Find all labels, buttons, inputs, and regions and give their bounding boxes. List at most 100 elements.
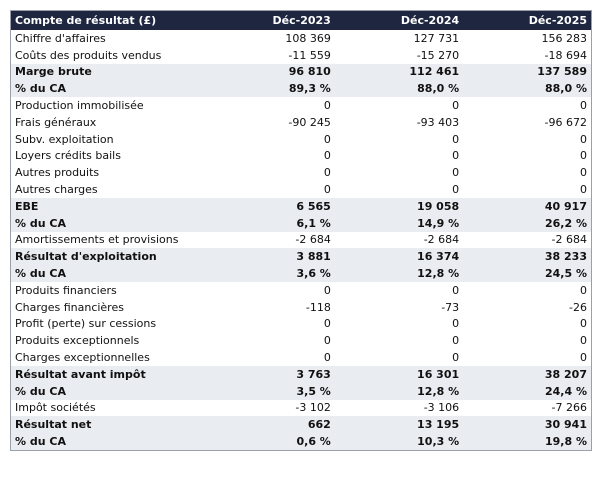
value-cell: -93 403 [416,115,460,129]
row-label: Coûts des produits vendus [15,48,162,62]
value-cell: 0 [323,99,331,113]
value-cell: 0 [452,351,460,365]
value-cell: 0 [452,317,460,331]
table-row: Autres produits 0 0 0 [11,164,592,181]
value-cell: 13 195 [334,416,464,434]
income-statement: Compte de résultat (£) Déc-2023 Déc-2024 Dé… [10,10,592,451]
row-label: % du CA [10,214,207,232]
row-label: Résultat net [10,416,207,434]
row-label: Loyers crédits bails [15,149,121,163]
table-row: Produits financiers 0 0 0 [11,282,592,299]
row-label: Charges financières [15,300,124,314]
value-cell: 3,6 % [206,265,335,282]
table-row: % du CA 3,6 % 12,8 % 24,5 % [10,265,592,282]
row-label: Chiffre d'affaires [15,31,106,45]
value-cell: -26 [569,300,587,314]
row-label: Profit (perte) sur cessions [15,317,157,331]
value-cell: 137 589 [463,63,592,81]
value-cell: 0 [580,149,587,163]
value-cell: 0 [323,166,331,180]
value-cell: 0 [580,183,587,197]
value-cell: 0 [323,317,331,331]
table-row: Résultat d'exploitation 3 881 16 374 38 233 [10,248,592,266]
row-label: Produits financiers [15,283,117,297]
row-label: EBE [10,197,207,215]
table-row: Amortissements et provisions -2 684 -2 684… [11,232,592,249]
value-cell: 14,9 % [334,214,464,232]
table-row: Produits exceptionnels 0 0 0 [11,332,592,349]
value-cell: -11 559 [288,48,331,62]
row-label: Autres charges [15,183,98,197]
value-cell: -15 270 [416,48,460,62]
value-cell: -96 672 [544,115,587,129]
row-label: % du CA [10,382,207,400]
value-cell: 30 941 [463,416,592,434]
table-row: % du CA 0,6 % 10,3 % 19,8 % [10,433,592,451]
table-container: Compte de résultat (£) Déc-2023 Déc-2024 Dé… [10,10,592,451]
header-cell: Compte de résultat (£) [10,10,207,30]
value-cell: -118 [305,300,331,314]
table-row: Production immobilisée 0 0 0 [11,97,592,114]
value-cell: 127 731 [413,31,460,45]
value-cell: -3 102 [295,401,331,415]
table-row: % du CA 89,3 % 88,0 % 88,0 % [10,80,592,98]
value-cell: 0 [323,149,331,163]
value-cell: 26,2 % [463,214,592,232]
value-cell: 89,3 % [206,80,335,98]
value-cell: 0 [323,351,331,365]
value-cell: 6 565 [206,197,335,215]
value-cell: 0 [323,334,331,348]
value-cell: 16 374 [334,248,464,266]
value-cell: 0 [452,99,460,113]
table-row: Charges financières -118 -73 -26 [11,299,592,316]
table-row: Coûts des produits vendus -11 559 -15 270 -… [11,47,592,64]
value-cell: 662 [206,416,335,434]
table-row: % du CA 3,5 % 12,8 % 24,4 % [10,382,592,400]
header-cell: Déc-2023 [206,10,335,30]
row-label: Produits exceptionnels [15,334,140,348]
value-cell: 0,6 % [206,433,335,451]
value-cell: 6,1 % [206,214,335,232]
value-cell: 0 [580,334,587,348]
row-label: Résultat avant impôt [10,365,207,383]
table-row: EBE 6 565 19 058 40 917 [10,197,592,215]
row-label: Résultat d'exploitation [10,248,207,266]
table-row: Résultat avant impôt 3 763 16 301 38 207 [10,365,592,383]
value-cell: 38 207 [463,365,592,383]
value-cell: 88,0 % [334,80,464,98]
value-cell: 0 [323,283,331,297]
value-cell: 12,8 % [334,265,464,282]
header-cell: Déc-2025 [463,10,592,30]
row-label: Charges exceptionnelles [15,351,150,365]
value-cell: -90 245 [288,115,331,129]
row-label: Autres produits [15,166,100,180]
value-cell: 108 369 [285,31,331,45]
value-cell: 0 [323,183,331,197]
row-label: Frais généraux [15,115,97,129]
value-cell: 3 881 [206,248,335,266]
value-cell: 0 [452,149,460,163]
value-cell: 0 [452,283,460,297]
value-cell: -18 694 [544,48,587,62]
value-cell: -2 684 [295,233,331,247]
value-cell: 0 [452,183,460,197]
row-label: Amortissements et provisions [15,233,179,247]
row-label: % du CA [10,80,207,98]
value-cell: -3 106 [423,401,460,415]
value-cell: 19,8 % [463,433,592,451]
table-row: Chiffre d'affaires 108 369 127 731 156 283 [11,30,592,47]
value-cell: 38 233 [463,248,592,266]
value-cell: 0 [580,351,587,365]
row-label: % du CA [10,433,207,451]
table-row: Subv. exploitation 0 0 0 [11,131,592,148]
value-cell: 88,0 % [463,80,592,98]
value-cell: 24,5 % [463,265,592,282]
table-row: Impôt sociétés -3 102 -3 106 -7 266 [11,400,592,417]
row-label: Marge brute [10,63,207,81]
header-row: Compte de résultat (£) Déc-2023 Déc-2024 Dé… [10,10,592,30]
value-cell: 40 917 [463,197,592,215]
table-row: Marge brute 96 810 112 461 137 589 [10,63,592,81]
value-cell: -2 684 [551,233,587,247]
value-cell: 10,3 % [334,433,464,451]
value-cell: 156 283 [541,31,588,45]
